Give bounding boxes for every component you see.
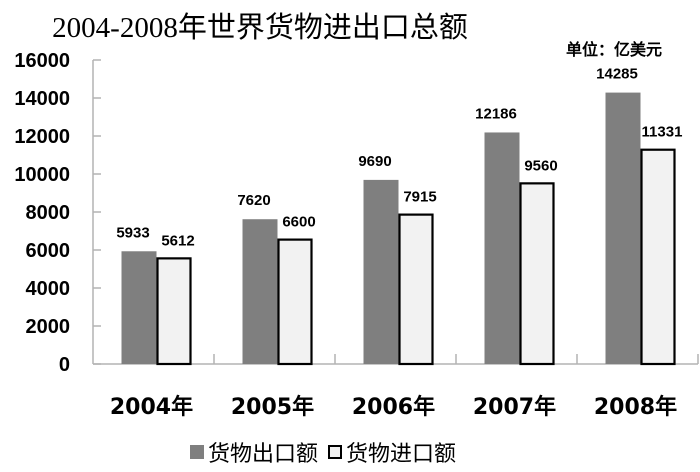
data-label: 6600 (282, 214, 315, 231)
data-label: 12186 (475, 105, 517, 122)
data-label: 5933 (116, 224, 149, 241)
import-bar (640, 148, 676, 366)
x-tick-label: 2007年 (473, 394, 556, 420)
export-bar (363, 179, 399, 364)
legend-item-export: 货物出口额 (190, 436, 318, 468)
x-tick-label: 2004年 (110, 394, 193, 420)
data-label: 7915 (403, 189, 436, 206)
data-label: 14285 (596, 66, 638, 83)
y-tick-label: 4000 (26, 278, 71, 300)
import-bar (277, 238, 313, 366)
y-tick-label: 6000 (26, 240, 71, 262)
legend-label-export: 货物出口额 (208, 442, 319, 467)
data-label: 5612 (161, 232, 194, 249)
import-bar (398, 213, 434, 366)
export-bar (121, 251, 157, 364)
legend: 货物出口额 货物进口额 (190, 436, 456, 468)
import-bar (156, 257, 192, 366)
y-tick-label: 8000 (26, 202, 71, 224)
chart-title: 2004-2008年世界货物进出口总额 (52, 12, 468, 44)
y-tick-label: 14000 (14, 88, 70, 110)
y-tick-label: 2000 (26, 316, 71, 338)
legend-label-import: 货物进口额 (346, 442, 457, 467)
x-tick-label: 2005年 (231, 394, 314, 420)
x-tick-label: 2006年 (352, 394, 435, 420)
y-tick-label: 0 (59, 354, 70, 376)
y-tick-label: 12000 (14, 126, 70, 148)
data-label: 7620 (237, 192, 270, 209)
data-label: 9560 (524, 157, 557, 174)
y-tick-label: 10000 (14, 164, 70, 186)
x-tick-label: 2008年 (594, 394, 677, 420)
export-bar (605, 92, 641, 365)
unit-label: 单位：亿美元 (566, 40, 663, 59)
data-label: 11331 (642, 124, 683, 141)
import-bar (519, 182, 555, 366)
export-bar (242, 219, 278, 364)
export-bar (484, 132, 520, 364)
import-swatch-icon (328, 445, 343, 459)
export-swatch-icon (190, 445, 204, 459)
data-label: 9690 (358, 153, 391, 170)
legend-item-import: 货物进口额 (328, 436, 456, 468)
y-tick-label: 16000 (14, 50, 70, 72)
